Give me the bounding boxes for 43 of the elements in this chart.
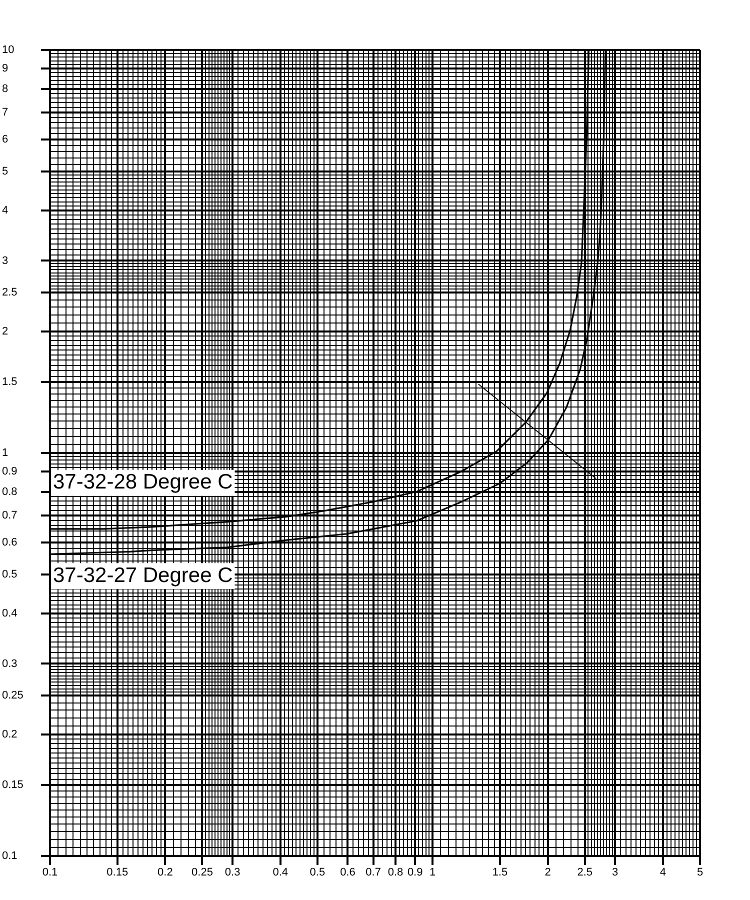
y-tick-label: 2 bbox=[2, 326, 8, 338]
series-label: 37-32-28 Degree C bbox=[53, 470, 233, 494]
y-tick-label: 2.5 bbox=[2, 286, 18, 299]
x-tick-label: 2.5 bbox=[577, 866, 592, 879]
x-tick-label: 3 bbox=[612, 866, 618, 879]
y-tick-label: 6 bbox=[2, 133, 8, 146]
y-tick-label: 7 bbox=[2, 106, 8, 118]
y-tick-label: 5 bbox=[2, 165, 8, 178]
y-tick-label: 0.3 bbox=[2, 658, 18, 670]
x-tick-label: 0.4 bbox=[272, 866, 288, 879]
y-tick-label: 0.5 bbox=[2, 568, 18, 580]
x-tick-label: 0.3 bbox=[224, 866, 240, 879]
y-tick-label: 0.6 bbox=[2, 536, 18, 548]
y-tick-label: 0.9 bbox=[2, 465, 18, 478]
y-tick-label: 0.8 bbox=[2, 486, 18, 498]
x-tick-label: 0.1 bbox=[42, 866, 58, 879]
x-tick-label: 0.15 bbox=[106, 866, 128, 879]
y-tick-label: 0.4 bbox=[2, 607, 18, 620]
y-tick-label: 0.1 bbox=[2, 850, 18, 862]
y-tick-label: 1.5 bbox=[2, 376, 18, 388]
x-tick-label: 5 bbox=[696, 866, 704, 879]
y-tick-label: 3 bbox=[2, 254, 8, 267]
x-tick-label: 1.5 bbox=[492, 866, 508, 879]
y-tick-label: 1 bbox=[2, 447, 8, 460]
x-tick-label: 4 bbox=[660, 866, 666, 879]
y-tick-label: 0.15 bbox=[2, 779, 24, 792]
x-tick-label: 0.9 bbox=[407, 866, 423, 879]
series-label: 37-32-27 Degree C bbox=[53, 564, 233, 587]
x-tick-label: 1 bbox=[430, 866, 436, 879]
x-tick-label: 0.6 bbox=[340, 866, 356, 879]
x-tick-label: 0.25 bbox=[192, 866, 213, 879]
x-tick-label: 0.5 bbox=[310, 866, 326, 879]
y-tick-label: 0.25 bbox=[2, 690, 24, 702]
x-tick-label: 2 bbox=[544, 866, 551, 879]
y-tick-label: 8 bbox=[2, 83, 8, 96]
y-tick-label: 10 bbox=[2, 44, 14, 56]
y-tick-label: 0.7 bbox=[2, 509, 18, 522]
y-tick-label: 9 bbox=[2, 62, 8, 74]
x-tick-label: 0.8 bbox=[388, 866, 404, 879]
y-tick-label: 0.2 bbox=[2, 728, 18, 741]
y-tick-label: 4 bbox=[2, 204, 8, 216]
x-tick-label: 0.7 bbox=[366, 866, 381, 879]
x-tick-label: 0.2 bbox=[158, 866, 173, 879]
